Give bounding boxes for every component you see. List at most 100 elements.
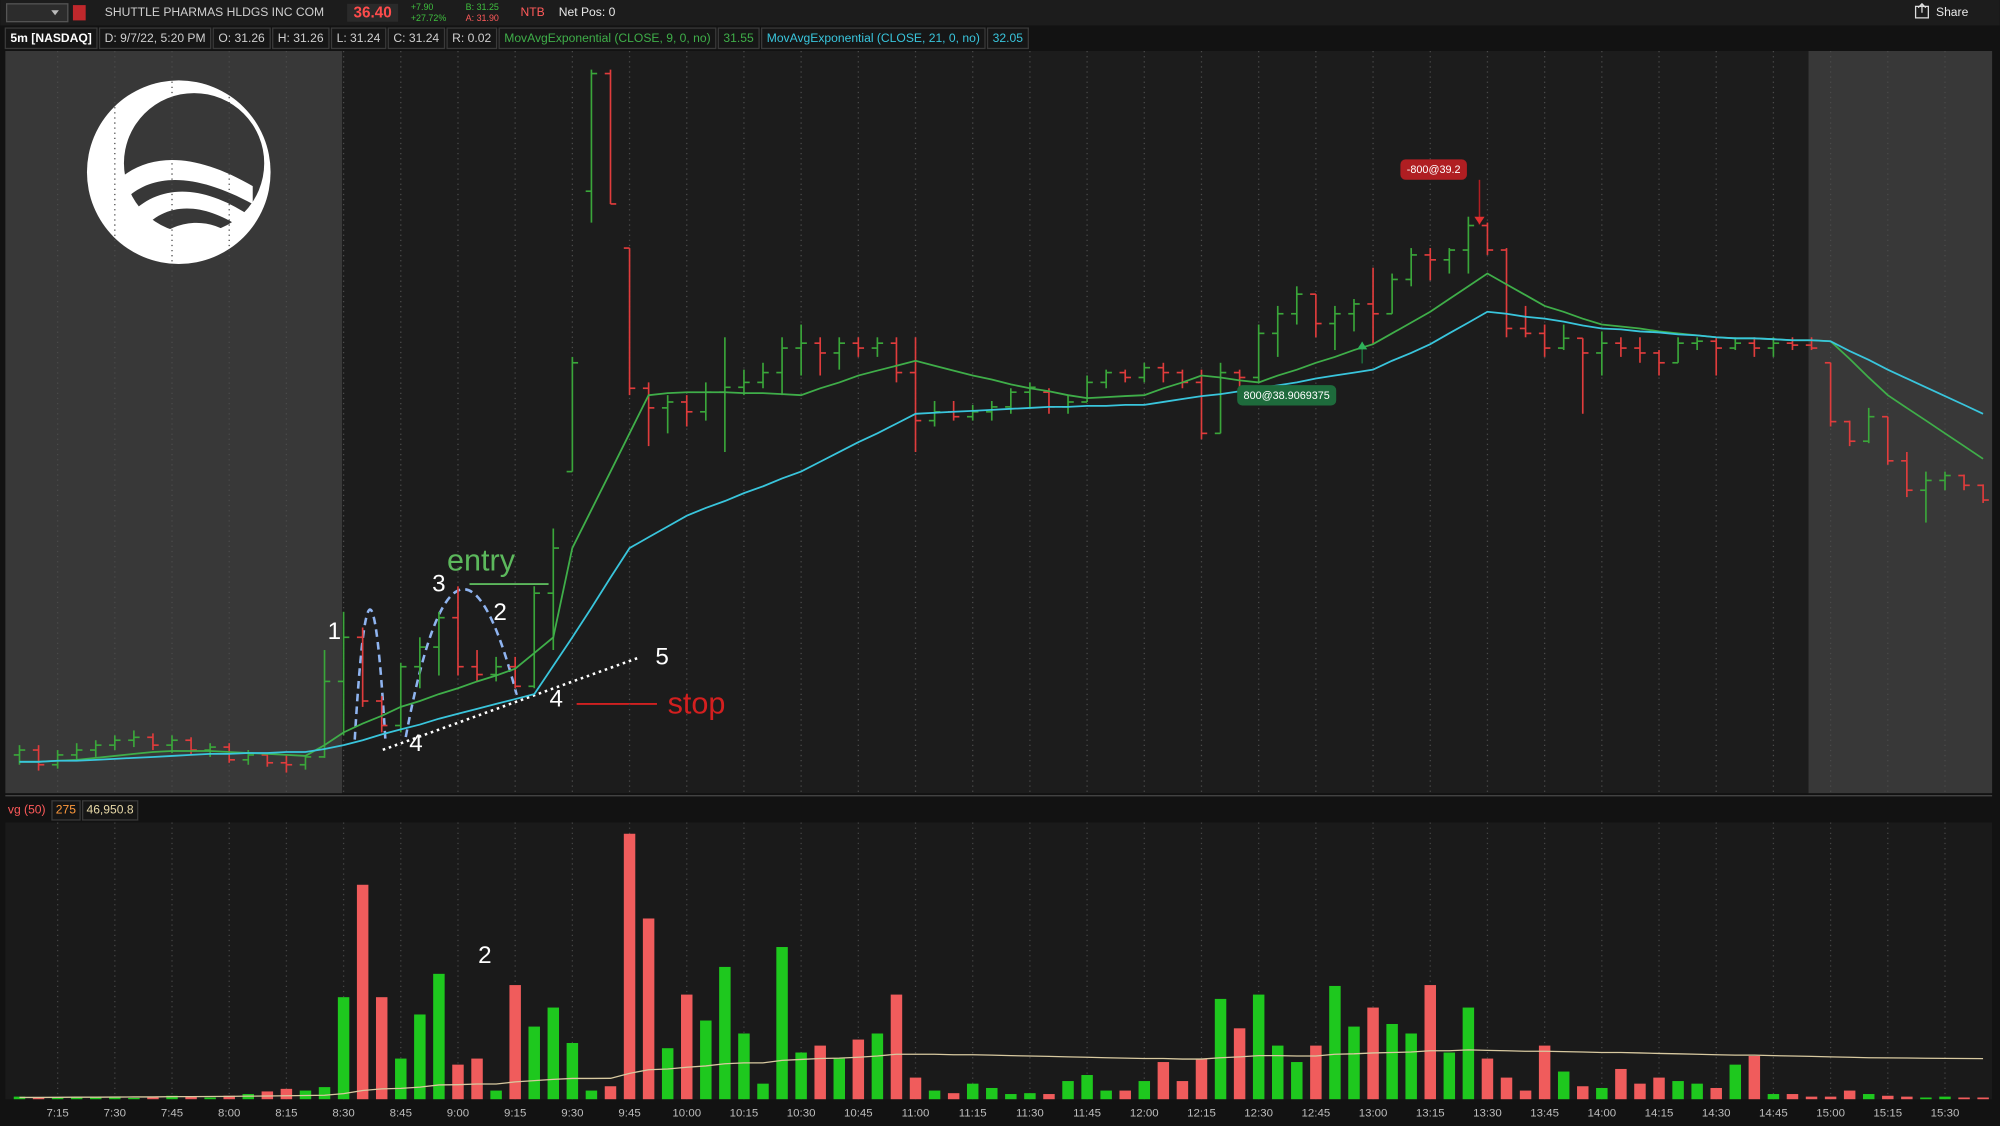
ohlc-bar xyxy=(128,730,140,748)
volume-bar xyxy=(1672,1081,1684,1100)
volume-bar xyxy=(738,1033,750,1100)
x-tick-label: 7:30 xyxy=(104,1107,126,1119)
volume-bar xyxy=(223,1095,235,1100)
volume-bar xyxy=(1443,1052,1456,1100)
ohlc-bar xyxy=(585,69,598,223)
ohlc-bar xyxy=(1348,299,1360,332)
ohlc-bar xyxy=(1367,267,1379,345)
volume-bar xyxy=(719,966,731,1100)
ohlc-bar xyxy=(986,401,998,421)
x-tick-label: 12:00 xyxy=(1130,1107,1159,1119)
x-tick-label: 8:45 xyxy=(390,1107,412,1119)
chart-title-box xyxy=(4,27,98,50)
volume-bar xyxy=(642,918,655,1100)
ohlc-bar xyxy=(1291,286,1303,325)
ohlc-bar xyxy=(604,69,617,205)
x-tick-label: 8:15 xyxy=(275,1107,297,1119)
legend-entry: MovAvgExponential (CLOSE, 9, 0, no) xyxy=(504,31,710,45)
ohlc-bar xyxy=(1920,471,1932,523)
legend-value: 31.55 xyxy=(723,31,754,45)
ohlc-bar xyxy=(1862,407,1875,444)
annotation: 1 xyxy=(328,618,341,645)
ohlc-info-box xyxy=(98,27,212,50)
share-button[interactable]: Share xyxy=(1936,5,1969,19)
volume-bar xyxy=(1557,1071,1570,1100)
ohlc-bar xyxy=(223,743,235,763)
volume-bar xyxy=(1729,1064,1742,1100)
volume-bar xyxy=(1233,1028,1246,1100)
ohlc-bar xyxy=(147,733,159,751)
volume-bar xyxy=(1615,1068,1627,1100)
volume-bar xyxy=(280,1088,293,1100)
volume-bar xyxy=(528,1026,540,1100)
ohlc-bar xyxy=(1100,369,1112,389)
ohlc-info-box xyxy=(330,27,387,50)
ohlc-bar xyxy=(1634,337,1646,363)
ohlc-bar xyxy=(776,337,788,396)
dropdown-icon[interactable] xyxy=(51,10,59,16)
ntb: NTB xyxy=(521,5,545,19)
order-bubble xyxy=(1400,159,1467,180)
x-tick-label: 10:00 xyxy=(672,1107,701,1119)
volume-bar xyxy=(70,1097,83,1100)
volume-bar xyxy=(1386,1023,1398,1100)
share-icon[interactable] xyxy=(1914,2,1929,19)
ohlc-bar xyxy=(1538,324,1551,357)
ohlc-bar xyxy=(795,324,807,376)
alert-icon[interactable] xyxy=(72,5,86,21)
ohlc-bar xyxy=(490,656,502,682)
ohlc-bar xyxy=(299,754,312,770)
annotation: 4 xyxy=(549,685,562,712)
volume-bar xyxy=(1824,1096,1837,1100)
ohlc-bar xyxy=(1691,337,1703,351)
ohlc-bar xyxy=(1252,324,1265,383)
ohlc-bar xyxy=(833,337,845,370)
x-tick-label: 11:45 xyxy=(1073,1107,1101,1119)
ohlc-bar xyxy=(1901,451,1913,498)
ohlc-bar xyxy=(51,750,64,769)
volume-bar xyxy=(1939,1096,1951,1100)
volume-bar xyxy=(757,1083,769,1100)
volume-bar xyxy=(1843,1090,1856,1100)
x-tick-label: 13:30 xyxy=(1473,1107,1502,1119)
volume-info-box xyxy=(51,800,81,821)
volume-bar xyxy=(1577,1086,1589,1100)
volume-bar xyxy=(109,1097,121,1100)
ohlc-bar xyxy=(1024,382,1036,408)
x-tick-label: 13:15 xyxy=(1416,1107,1445,1119)
annotation: 2 xyxy=(493,599,506,626)
volume-bar xyxy=(1882,1095,1894,1100)
volume-bar xyxy=(32,1097,45,1100)
ohlc-bar xyxy=(109,735,121,751)
volume-bar xyxy=(1062,1081,1074,1100)
volume-bar xyxy=(1538,1045,1551,1100)
volume-title: vg (50) xyxy=(8,803,46,817)
ohlc-bar xyxy=(185,737,197,755)
symbol-box[interactable] xyxy=(5,3,69,23)
ohlc-bar xyxy=(681,395,693,427)
volume-panel xyxy=(5,822,1993,1100)
ohlc-bar xyxy=(966,404,979,421)
volume-bar xyxy=(1805,1096,1818,1100)
ohlc-bar xyxy=(452,586,464,676)
ohlc-bar xyxy=(1958,474,1970,491)
volume-bar xyxy=(890,994,903,1100)
ohlc-bar xyxy=(1424,248,1436,281)
ohlc-bar xyxy=(909,337,922,452)
afterhours-region xyxy=(1808,51,1993,794)
ohlc-bar xyxy=(1500,248,1513,338)
volume-bar xyxy=(318,1087,331,1100)
volume-bar xyxy=(1481,1058,1494,1100)
volume-bar xyxy=(395,1058,407,1100)
volume-bar xyxy=(1977,1097,1989,1100)
x-tick-label: 11:30 xyxy=(1016,1107,1044,1119)
last-price: 36.40 xyxy=(353,4,391,21)
volume-bar xyxy=(433,973,445,1100)
volume-bar xyxy=(681,994,693,1100)
ohlc-bar xyxy=(1386,273,1398,315)
volume-bar xyxy=(871,1033,884,1100)
ohlc-bar xyxy=(890,337,903,383)
ohlc-bar xyxy=(1843,420,1856,447)
volume-bar xyxy=(1500,1077,1513,1100)
